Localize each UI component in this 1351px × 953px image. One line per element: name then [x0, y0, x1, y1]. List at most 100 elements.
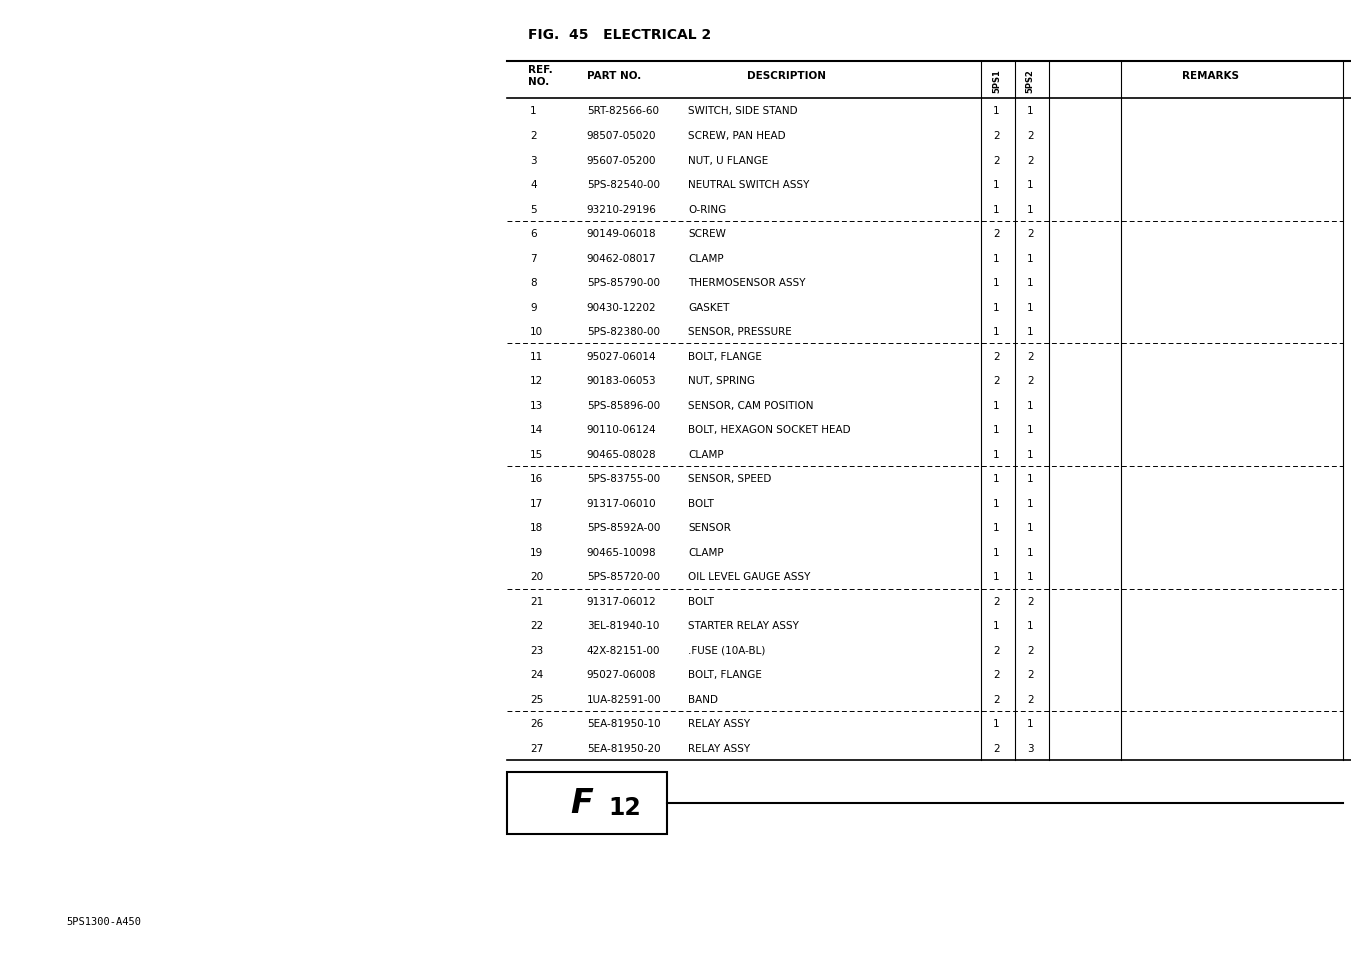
Text: 1: 1 [993, 620, 1000, 631]
Text: 1: 1 [1027, 107, 1034, 116]
Text: 9: 9 [530, 302, 536, 313]
Text: 6: 6 [530, 229, 536, 239]
Text: 3: 3 [1027, 743, 1034, 753]
Text: 1: 1 [530, 107, 536, 116]
Text: 2: 2 [1027, 352, 1034, 361]
Text: 5PS-85720-00: 5PS-85720-00 [586, 572, 659, 581]
Text: FIG.  45   ELECTRICAL 2: FIG. 45 ELECTRICAL 2 [528, 29, 711, 42]
Text: 5EA-81950-20: 5EA-81950-20 [586, 743, 661, 753]
Text: 5EA-81950-10: 5EA-81950-10 [586, 719, 661, 729]
Text: STARTER RELAY ASSY: STARTER RELAY ASSY [688, 620, 798, 631]
Text: SENSOR: SENSOR [688, 523, 731, 533]
Text: 1: 1 [1027, 278, 1034, 288]
Text: 90462-08017: 90462-08017 [586, 253, 657, 263]
Text: 5PS1: 5PS1 [992, 69, 1001, 92]
Text: 2: 2 [993, 597, 1000, 606]
Text: 2: 2 [1027, 694, 1034, 704]
Text: 1: 1 [993, 107, 1000, 116]
Text: PART NO.: PART NO. [586, 71, 642, 81]
Text: 1: 1 [993, 449, 1000, 459]
Text: 5PS-82540-00: 5PS-82540-00 [586, 180, 659, 190]
Text: 98507-05020: 98507-05020 [586, 131, 657, 141]
Text: 5PS-85790-00: 5PS-85790-00 [586, 278, 659, 288]
Text: 3EL-81940-10: 3EL-81940-10 [586, 620, 659, 631]
Text: CLAMP: CLAMP [688, 449, 724, 459]
Text: 5PS2: 5PS2 [1025, 69, 1035, 92]
Text: 1: 1 [993, 278, 1000, 288]
Text: 90183-06053: 90183-06053 [586, 375, 657, 386]
Text: 1: 1 [1027, 498, 1034, 508]
Text: 1: 1 [1027, 204, 1034, 214]
Text: NUT, SPRING: NUT, SPRING [688, 375, 755, 386]
Text: DESCRIPTION: DESCRIPTION [747, 71, 827, 81]
Text: 90465-08028: 90465-08028 [586, 449, 657, 459]
Text: 1: 1 [1027, 474, 1034, 484]
Text: 1: 1 [1027, 400, 1034, 410]
Text: 2: 2 [1027, 131, 1034, 141]
Text: 8: 8 [530, 278, 536, 288]
Text: CLAMP: CLAMP [688, 547, 724, 558]
Text: SENSOR, CAM POSITION: SENSOR, CAM POSITION [688, 400, 813, 410]
Text: 2: 2 [1027, 375, 1034, 386]
Text: 19: 19 [530, 547, 543, 558]
Text: 1: 1 [1027, 620, 1034, 631]
Text: BOLT: BOLT [688, 597, 715, 606]
Text: 1: 1 [993, 474, 1000, 484]
Text: 1: 1 [1027, 449, 1034, 459]
Text: 5PS-85896-00: 5PS-85896-00 [586, 400, 661, 410]
Text: SCREW: SCREW [688, 229, 725, 239]
Text: 1: 1 [1027, 572, 1034, 581]
Text: 1: 1 [1027, 180, 1034, 190]
FancyBboxPatch shape [507, 772, 667, 834]
Text: BAND: BAND [688, 694, 719, 704]
Text: 5: 5 [530, 204, 536, 214]
Text: 5PS-82380-00: 5PS-82380-00 [586, 327, 659, 336]
Text: THERMOSENSOR ASSY: THERMOSENSOR ASSY [688, 278, 805, 288]
Text: 7: 7 [530, 253, 536, 263]
Text: 2: 2 [1027, 670, 1034, 679]
Text: 15: 15 [530, 449, 543, 459]
Text: 2: 2 [993, 694, 1000, 704]
Text: 23: 23 [530, 645, 543, 655]
Text: 2: 2 [993, 743, 1000, 753]
Text: 5PS-83755-00: 5PS-83755-00 [586, 474, 661, 484]
Text: 1: 1 [993, 327, 1000, 336]
Text: BOLT, FLANGE: BOLT, FLANGE [688, 670, 762, 679]
Text: 2: 2 [1027, 597, 1034, 606]
Text: 25: 25 [530, 694, 543, 704]
Text: 1: 1 [993, 180, 1000, 190]
Text: 16: 16 [530, 474, 543, 484]
Text: RELAY ASSY: RELAY ASSY [688, 743, 750, 753]
Text: 2: 2 [993, 155, 1000, 165]
Text: BOLT, FLANGE: BOLT, FLANGE [688, 352, 762, 361]
Text: 95607-05200: 95607-05200 [586, 155, 657, 165]
Text: 3: 3 [530, 155, 536, 165]
Text: 1: 1 [993, 719, 1000, 729]
Text: 1: 1 [1027, 523, 1034, 533]
Text: 1: 1 [993, 400, 1000, 410]
Text: 93210-29196: 93210-29196 [586, 204, 657, 214]
Text: 2: 2 [993, 229, 1000, 239]
Text: 2: 2 [993, 670, 1000, 679]
Text: 1: 1 [1027, 547, 1034, 558]
Text: .FUSE (10A-BL): .FUSE (10A-BL) [688, 645, 766, 655]
Text: 11: 11 [530, 352, 543, 361]
Text: F: F [570, 786, 593, 820]
Text: 12: 12 [608, 796, 640, 820]
Text: 95027-06014: 95027-06014 [586, 352, 657, 361]
Text: 17: 17 [530, 498, 543, 508]
Text: 2: 2 [1027, 155, 1034, 165]
Text: 2: 2 [1027, 229, 1034, 239]
Text: 22: 22 [530, 620, 543, 631]
Text: CLAMP: CLAMP [688, 253, 724, 263]
Text: 1: 1 [1027, 253, 1034, 263]
Text: 18: 18 [530, 523, 543, 533]
Text: GASKET: GASKET [688, 302, 730, 313]
Text: 1: 1 [993, 302, 1000, 313]
Text: 21: 21 [530, 597, 543, 606]
Text: OIL LEVEL GAUGE ASSY: OIL LEVEL GAUGE ASSY [688, 572, 811, 581]
Text: NUT, U FLANGE: NUT, U FLANGE [688, 155, 769, 165]
Text: 1: 1 [993, 523, 1000, 533]
Text: 91317-06012: 91317-06012 [586, 597, 657, 606]
Text: 5PS-8592A-00: 5PS-8592A-00 [586, 523, 661, 533]
